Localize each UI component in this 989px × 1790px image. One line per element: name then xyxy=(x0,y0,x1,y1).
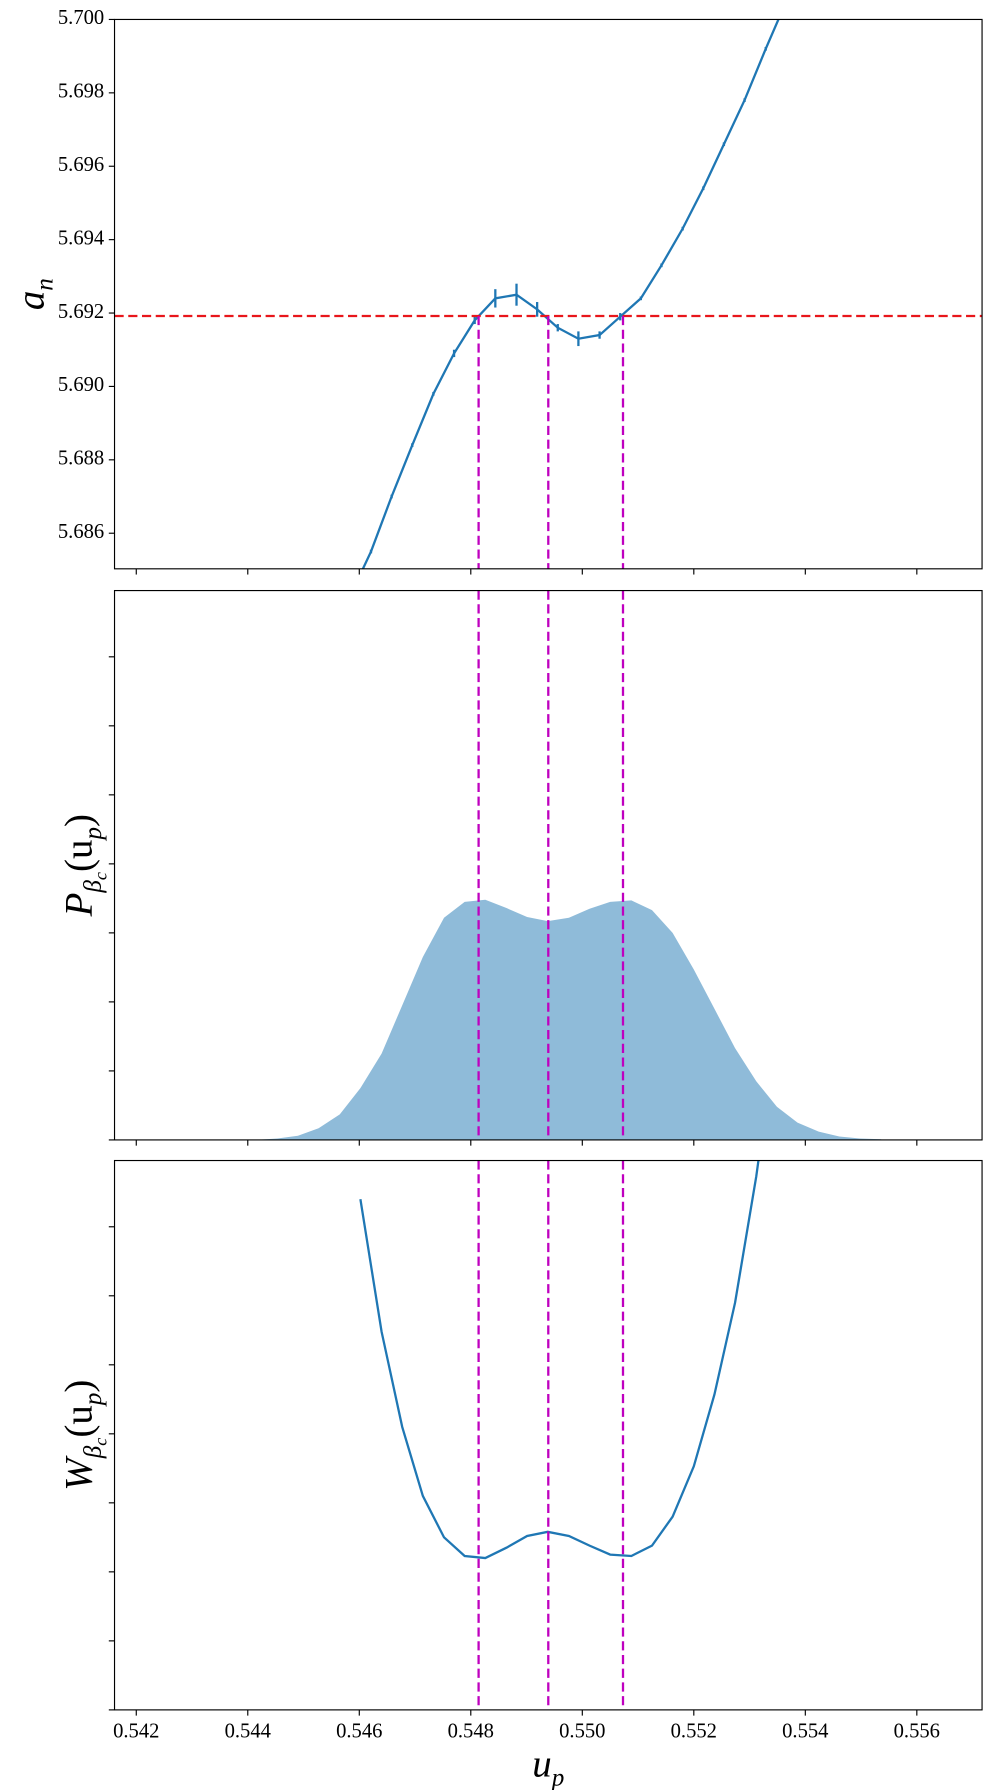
x-tick-label: 0.554 xyxy=(782,1721,828,1743)
data-line xyxy=(361,19,780,569)
plot-area xyxy=(256,590,882,1140)
y-tick-label: 5.690 xyxy=(58,374,104,396)
axes-frame xyxy=(113,589,983,1141)
y-tick-label: 5.698 xyxy=(58,81,104,103)
area xyxy=(256,899,882,1140)
y-tick-label: 5.686 xyxy=(58,521,104,543)
x-tick-label: 0.550 xyxy=(559,1721,605,1743)
axes-frame xyxy=(113,1159,983,1711)
plot-area xyxy=(114,19,983,569)
y-axis-label: an xyxy=(10,278,59,310)
axes-frame xyxy=(113,18,983,570)
y-tick-label: 5.688 xyxy=(58,448,104,470)
x-axis-label: up xyxy=(532,1742,564,1790)
x-tick-label: 0.546 xyxy=(336,1721,382,1743)
data-line xyxy=(359,1160,760,1560)
x-tick-label: 0.548 xyxy=(448,1721,494,1743)
y-tick-label: 5.700 xyxy=(58,7,104,29)
plot-area xyxy=(359,1160,760,1710)
x-tick-label: 0.542 xyxy=(113,1721,159,1743)
x-tick-label: 0.556 xyxy=(894,1721,940,1743)
y-tick-label: 5.692 xyxy=(58,301,104,323)
y-tick-label: 5.696 xyxy=(58,154,104,176)
y-tick-label: 5.694 xyxy=(58,227,104,249)
x-tick-label: 0.552 xyxy=(671,1721,717,1743)
y-axis-label: Pβc(up) xyxy=(58,814,111,917)
x-tick-label: 0.544 xyxy=(225,1721,271,1743)
y-axis-label: Wβc(up) xyxy=(58,1380,111,1491)
